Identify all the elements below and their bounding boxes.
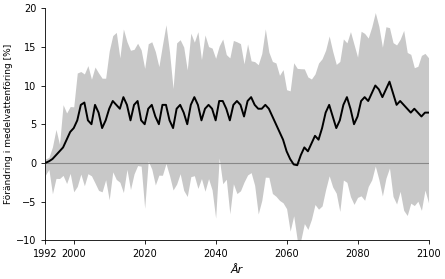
X-axis label: År: År — [231, 265, 243, 275]
Y-axis label: Förändring i medelvattenföring [%]: Förändring i medelvattenföring [%] — [4, 44, 13, 204]
